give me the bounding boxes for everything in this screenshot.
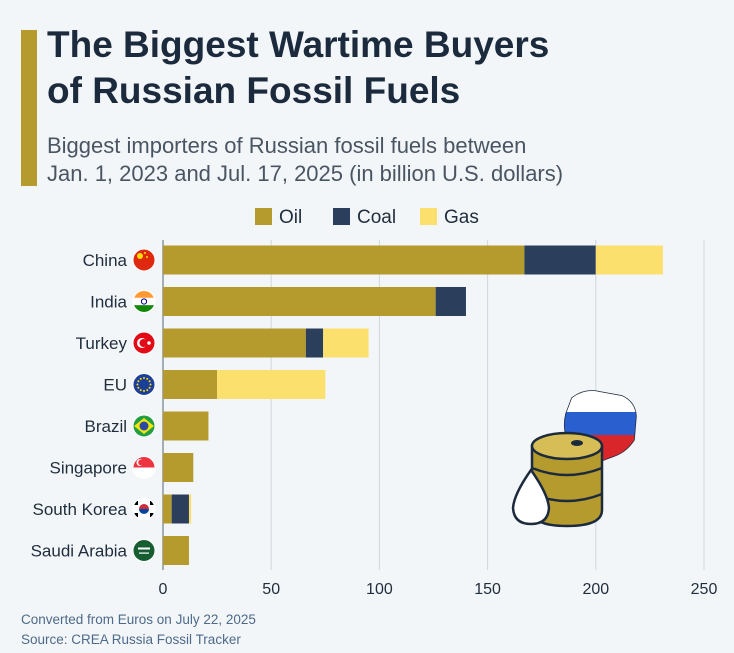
bar-oil [163, 453, 194, 482]
chart-subtitle: Biggest importers of Russian fossil fuel… [47, 132, 687, 188]
category-label: EU [103, 376, 127, 395]
category-label: India [90, 293, 127, 312]
bar-coal [305, 328, 324, 358]
category-label: Saudi Arabia [31, 542, 128, 561]
x-tick-label: 250 [691, 581, 718, 598]
legend-label-coal: Coal [357, 207, 396, 228]
title-line-2: of Russian Fossil Fuels [47, 70, 461, 111]
bar-gas [217, 370, 326, 399]
category-label: Turkey [76, 334, 128, 353]
category-label: China [83, 251, 128, 270]
page-title: The Biggest Wartime Buyers of Russian Fo… [47, 22, 707, 114]
bar-gas [595, 245, 663, 275]
category-label: Brazil [84, 417, 127, 436]
bar-oil [163, 370, 218, 399]
legend-swatch-gas [420, 208, 437, 225]
bar-oil [163, 287, 436, 316]
bar-coal [524, 245, 596, 275]
x-tick-label: 0 [159, 581, 168, 598]
category-label: South Korea [32, 500, 127, 519]
category-labels: China India Turkey EU Brazil Singapore South K… [31, 251, 128, 561]
brazil-flag-icon [132, 414, 156, 438]
india-flag-icon [132, 290, 156, 313]
bar-oil [163, 411, 209, 441]
china-flag-icon [132, 248, 156, 272]
chart-footer: Converted from Euros on July 22, 2025 So… [21, 610, 256, 650]
legend-label-oil: Oil [279, 207, 302, 228]
flag-icons [132, 248, 156, 562]
eu-flag-icon [132, 373, 156, 396]
singapore-flag-icon [132, 456, 156, 479]
legend-swatch-coal [333, 208, 350, 225]
bar-oil [163, 494, 172, 524]
x-tick-label: 50 [262, 581, 280, 598]
legend-swatch-oil [255, 208, 272, 225]
bar-oil [163, 328, 306, 358]
bar-coal [435, 287, 466, 316]
category-label: Singapore [49, 459, 127, 478]
footer-source: Source: CREA Russia Fossil Tracker [21, 632, 241, 647]
x-tick-label: 150 [474, 581, 501, 598]
title-line-1: The Biggest Wartime Buyers [47, 24, 550, 65]
bar-coal [171, 494, 189, 524]
subtitle-line-2: Jan. 1, 2023 and Jul. 17, 2025 (in billi… [47, 161, 564, 186]
x-tick-label: 200 [582, 581, 609, 598]
south-korea-flag-icon [132, 497, 156, 521]
accent-bar [21, 30, 37, 186]
bar-gas [323, 328, 369, 358]
saudi-arabia-flag-icon [132, 539, 156, 562]
bar-gas [188, 494, 192, 524]
bar-oil [163, 536, 189, 565]
x-tick-label: 100 [366, 581, 393, 598]
oil-drop-icon [511, 467, 551, 526]
subtitle-line-1: Biggest importers of Russian fossil fuel… [47, 133, 527, 158]
legend: Oil Coal Gas [255, 207, 479, 228]
turkey-flag-icon [132, 331, 156, 355]
bars [163, 245, 663, 565]
footer-note: Converted from Euros on July 22, 2025 [21, 612, 256, 627]
x-axis-ticks: 0 50 100 150 200 250 [159, 581, 718, 598]
legend-label-gas: Gas [444, 207, 479, 228]
bar-oil [163, 245, 525, 275]
